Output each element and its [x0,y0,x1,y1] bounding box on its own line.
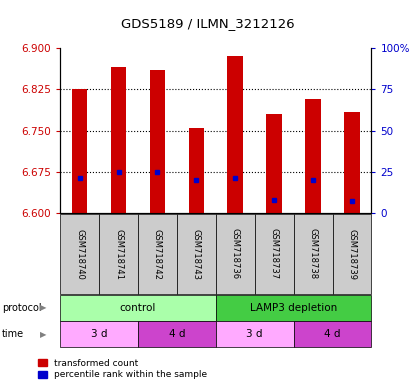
Text: GSM718743: GSM718743 [192,228,201,280]
Bar [72,89,88,213]
Bar [227,56,243,213]
Bar [344,113,360,213]
Bar [111,67,126,213]
Text: GSM718740: GSM718740 [75,228,84,280]
Text: ▶: ▶ [40,303,47,312]
Text: time: time [2,329,24,339]
Legend: transformed count, percentile rank within the sample: transformed count, percentile rank withi… [38,359,207,379]
Text: 3 d: 3 d [91,329,107,339]
Text: protocol: protocol [2,303,42,313]
Text: GSM718739: GSM718739 [347,228,356,280]
Text: ▶: ▶ [40,329,47,339]
Text: GSM718742: GSM718742 [153,228,162,280]
Bar [150,70,165,213]
Text: 4 d: 4 d [324,329,341,339]
Text: GSM718737: GSM718737 [270,228,278,280]
Bar [305,99,321,213]
Text: control: control [120,303,156,313]
Text: 4 d: 4 d [168,329,185,339]
Bar [188,128,204,213]
Text: GSM718741: GSM718741 [114,228,123,280]
Text: LAMP3 depletion: LAMP3 depletion [250,303,337,313]
Text: GSM718738: GSM718738 [309,228,317,280]
Text: GDS5189 / ILMN_3212126: GDS5189 / ILMN_3212126 [121,17,294,30]
Bar [266,114,282,213]
Text: 3 d: 3 d [247,329,263,339]
Text: GSM718736: GSM718736 [231,228,240,280]
